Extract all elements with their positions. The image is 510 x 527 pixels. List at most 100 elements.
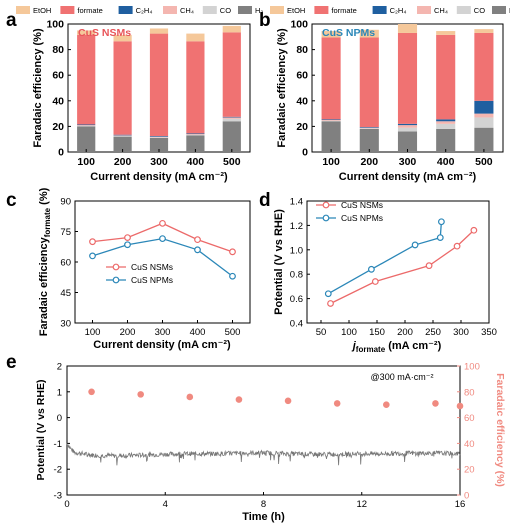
panel-b-bar-300-1 <box>397 127 418 132</box>
panel-a-bar-300-0 <box>149 137 169 152</box>
panel-e-fe-point-7 <box>432 400 439 407</box>
panel-a-ytick-label-3: 60 <box>52 70 64 82</box>
panel-b-bar-400-5 <box>436 31 456 35</box>
panel-d-xtick-label-2: 150 <box>369 327 385 338</box>
panel-b-bar-200-3 <box>359 127 379 128</box>
panel-b-bar-100-4 <box>321 37 341 120</box>
panel-c-point-0-3 <box>194 236 201 244</box>
panel-a-ytick-label-5: 100 <box>46 19 64 31</box>
panel-d-ylabel: Potential (V vs RHE) <box>273 209 285 315</box>
panel-d-legend-marker-1 <box>322 214 330 222</box>
panel-b-bar-100-1 <box>321 120 341 122</box>
panel-a-bar-400-5 <box>186 33 205 42</box>
panel-e-ytick-right-label-5: 100 <box>464 362 480 373</box>
panel-b-legend-label-3: CH₄ <box>434 6 448 15</box>
panel-b-legend-swatch-3 <box>417 6 431 14</box>
panel-b-ytick-label-2: 40 <box>296 95 308 107</box>
panel-e-fe-point-6 <box>383 401 390 409</box>
panel-a-bar-200-3 <box>113 134 132 136</box>
panel-d-ytick-label-0: 0.4 <box>290 319 303 330</box>
panel-e-ylabel-right: Faradaic efficiency (%) <box>494 373 506 487</box>
panel-b-ytick-label-0: 0 <box>302 147 308 159</box>
panel-e-ytick-label-2: -1 <box>54 439 62 450</box>
panel-d-point-0-2 <box>425 262 433 270</box>
panel-d-frame <box>306 200 490 324</box>
panel-b-bar-500-2 <box>474 113 494 118</box>
panel-b-bar-200-1 <box>359 128 379 129</box>
panel-a-legend-swatch-4 <box>202 6 217 14</box>
panel-b-legend-swatch-0 <box>270 6 284 14</box>
panel-b-bar-400-4 <box>436 34 456 120</box>
panel-c-legend-label-1: CuS NPMs <box>131 275 173 285</box>
panel-a-bar-400-1 <box>186 134 205 136</box>
panel-b-bar-500-0 <box>474 127 494 152</box>
panel-c-point-1-0 <box>89 252 96 260</box>
panel-b-bar-300-4 <box>397 32 418 124</box>
panel-d-xtick-label-0: 50 <box>316 327 327 338</box>
panel-b-bar-500-4 <box>474 32 494 101</box>
panel-b-legend-label-4: CO <box>474 6 485 15</box>
panel-a-xlabel: Current density (mA cm⁻²) <box>90 171 228 183</box>
panel-d-ytick-label-5: 1.4 <box>290 197 303 208</box>
panel-d-xtick-label-5: 300 <box>453 327 469 338</box>
panel-d-point-1-2 <box>411 241 419 249</box>
panel-a-bar-100-4 <box>77 34 96 125</box>
panel-d-ytick-label-4: 1.2 <box>290 221 303 232</box>
panel-d-point-0-4 <box>470 226 478 234</box>
panel-b-bar-100-2 <box>321 120 341 121</box>
panel-b-ytick-label-5: 100 <box>290 19 308 31</box>
panel-b-bar-400-0 <box>436 128 456 152</box>
panel-d-series-line-1 <box>327 221 443 295</box>
panel-a-bar-400-0 <box>186 135 205 152</box>
panel-b-bar-200-5 <box>359 29 379 38</box>
panel-b-bar-100-0 <box>321 121 341 152</box>
panel-d-series-line-0 <box>330 229 475 305</box>
panel-a-annotation: CuS NSMs <box>78 27 131 39</box>
panel-c-xtick-label-1: 200 <box>120 327 136 338</box>
panel-d-point-0-0 <box>327 300 334 307</box>
panel-b-ytick-label-1: 20 <box>296 121 308 133</box>
panel-d-ytick-label-3: 1.0 <box>290 245 303 256</box>
panel-d-point-0-1 <box>371 278 379 285</box>
panel-b-bar-200-4 <box>359 37 379 128</box>
panel-d-legend-label-0: CuS NSMs <box>341 200 383 210</box>
panel-b-bar-200-0 <box>359 128 379 152</box>
panel-c-point-0-2 <box>159 219 166 227</box>
panel-e-fe-point-4 <box>284 397 292 405</box>
panel-e-xtick-label-0: 0 <box>64 499 69 510</box>
panel-b-bar-400-3 <box>436 119 456 122</box>
panel-c-ytick-label-4: 90 <box>60 197 71 208</box>
panel-label-c: c <box>6 190 17 211</box>
panel-e-fe-point-0 <box>88 388 95 396</box>
panel-a-bar-500-3 <box>222 116 241 118</box>
panel-label-b: b <box>259 10 271 31</box>
panel-d-xtick-label-3: 200 <box>397 327 413 338</box>
panel-b-bar-500-3 <box>474 100 494 114</box>
panel-a-ytick-label-0: 0 <box>58 147 64 159</box>
panel-b-bar-400-2 <box>436 121 456 124</box>
panel-a-bar-100-1 <box>77 125 96 127</box>
panel-d-point-1-4 <box>438 218 445 226</box>
panel-b-legend-swatch-2 <box>372 6 387 14</box>
panel-b-xtick-label-4: 500 <box>475 156 493 168</box>
panel-a-bar-100-0 <box>77 126 96 152</box>
panel-b-bar-200-2 <box>359 127 379 129</box>
panel-a-legend-swatch-3 <box>163 6 177 14</box>
panel-c-ylabel: Faradaic efficiencyformate (%) <box>38 187 52 336</box>
panel-b-ylabel: Faradaic efficiency (%) <box>276 28 288 148</box>
panel-d-ytick-label-2: 0.8 <box>290 270 303 281</box>
panel-a-bar-100-3 <box>77 124 96 126</box>
panel-c-xtick-label-4: 500 <box>225 327 241 338</box>
panel-b-xlabel: Current density (mA cm⁻²) <box>339 171 477 183</box>
panel-e-fe-point-2 <box>186 393 194 401</box>
panel-a-bar-300-5 <box>149 28 169 34</box>
panel-a-bar-200-4 <box>113 41 132 135</box>
panel-b-xtick-label-2: 300 <box>399 156 417 168</box>
panel-label-e: e <box>6 352 17 373</box>
panel-a-xtick-label-1: 200 <box>114 156 132 168</box>
panel-a-bar-100-5 <box>77 30 96 35</box>
panel-b-bar-300-0 <box>397 131 418 152</box>
panel-c-ytick-label-3: 75 <box>60 227 71 238</box>
panel-c-point-0-1 <box>124 234 131 242</box>
